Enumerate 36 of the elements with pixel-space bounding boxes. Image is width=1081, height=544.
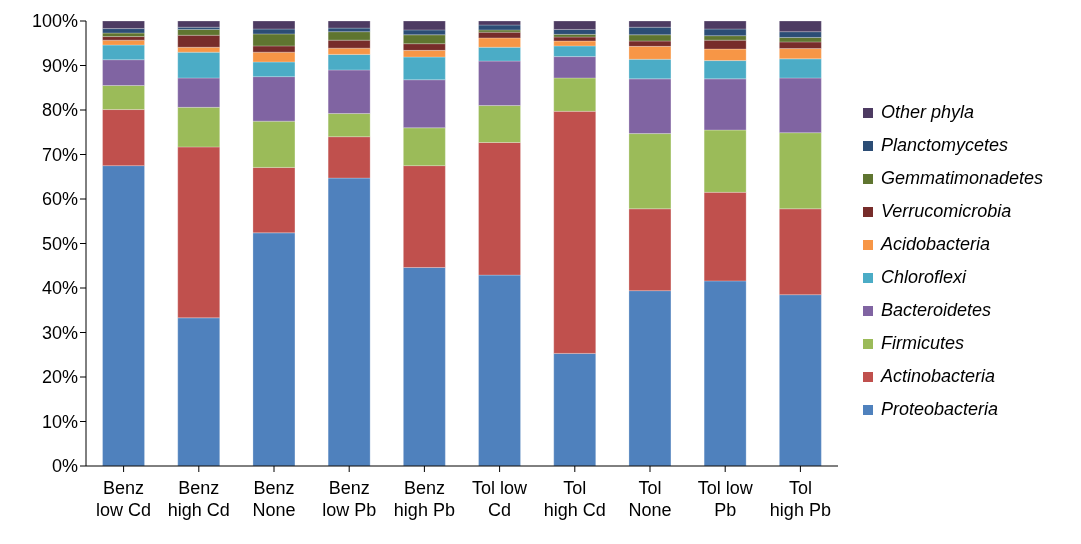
legend-label: Gemmatimonadetes: [881, 168, 1044, 189]
y-tick-label: 40%: [41, 278, 78, 299]
x-tick-label: Tol high Pb: [769, 478, 831, 520]
y-tick-label: 70%: [41, 144, 78, 165]
bar: [478, 24, 521, 31]
y-tick-label: 30%: [41, 322, 78, 343]
x-tick-label: Benz high Cd: [167, 478, 230, 520]
x-tick-label: Benz low Cd: [96, 478, 152, 520]
legend-label: Actinobacteria: [881, 366, 996, 387]
x-tick-label: Tol high Cd: [543, 478, 606, 520]
x-tick-label: Tol None: [628, 478, 672, 520]
x-tick-label: Benz low Pb: [322, 478, 377, 520]
legend-label: Chloroflexi: [881, 267, 967, 288]
bar: [327, 21, 371, 29]
y-tick-label: 60%: [41, 189, 78, 210]
legend-label: Proteobacteria: [881, 399, 999, 420]
x-tick-label: Benz high Pb: [393, 478, 455, 520]
legend-label: Planctomycetes: [881, 135, 1009, 156]
legend-label: Bacteroidetes: [881, 300, 992, 321]
bar: [553, 34, 596, 38]
legend-label: Verrucomicrobia: [881, 201, 1012, 222]
x-tick-label: Benz None: [252, 478, 296, 520]
x-tick-label: Tol low Cd: [472, 478, 529, 520]
legend-label: Other phyla: [881, 102, 975, 123]
x-tick-label: Tol low Pb: [697, 478, 754, 520]
bar: [177, 21, 220, 28]
y-tick-label: 10%: [41, 411, 78, 432]
bar: [403, 21, 446, 31]
y-tick-label: 90%: [41, 55, 78, 76]
y-tick-label: 20%: [41, 367, 78, 388]
y-tick-label: 0%: [51, 456, 78, 477]
y-tick-label: 50%: [41, 233, 78, 254]
legend-label: Acidobacteria: [881, 234, 991, 255]
y-tick-label: 80%: [41, 100, 78, 121]
y-tick-label: 100%: [31, 11, 78, 32]
legend-label: Firmicutes: [881, 333, 965, 354]
